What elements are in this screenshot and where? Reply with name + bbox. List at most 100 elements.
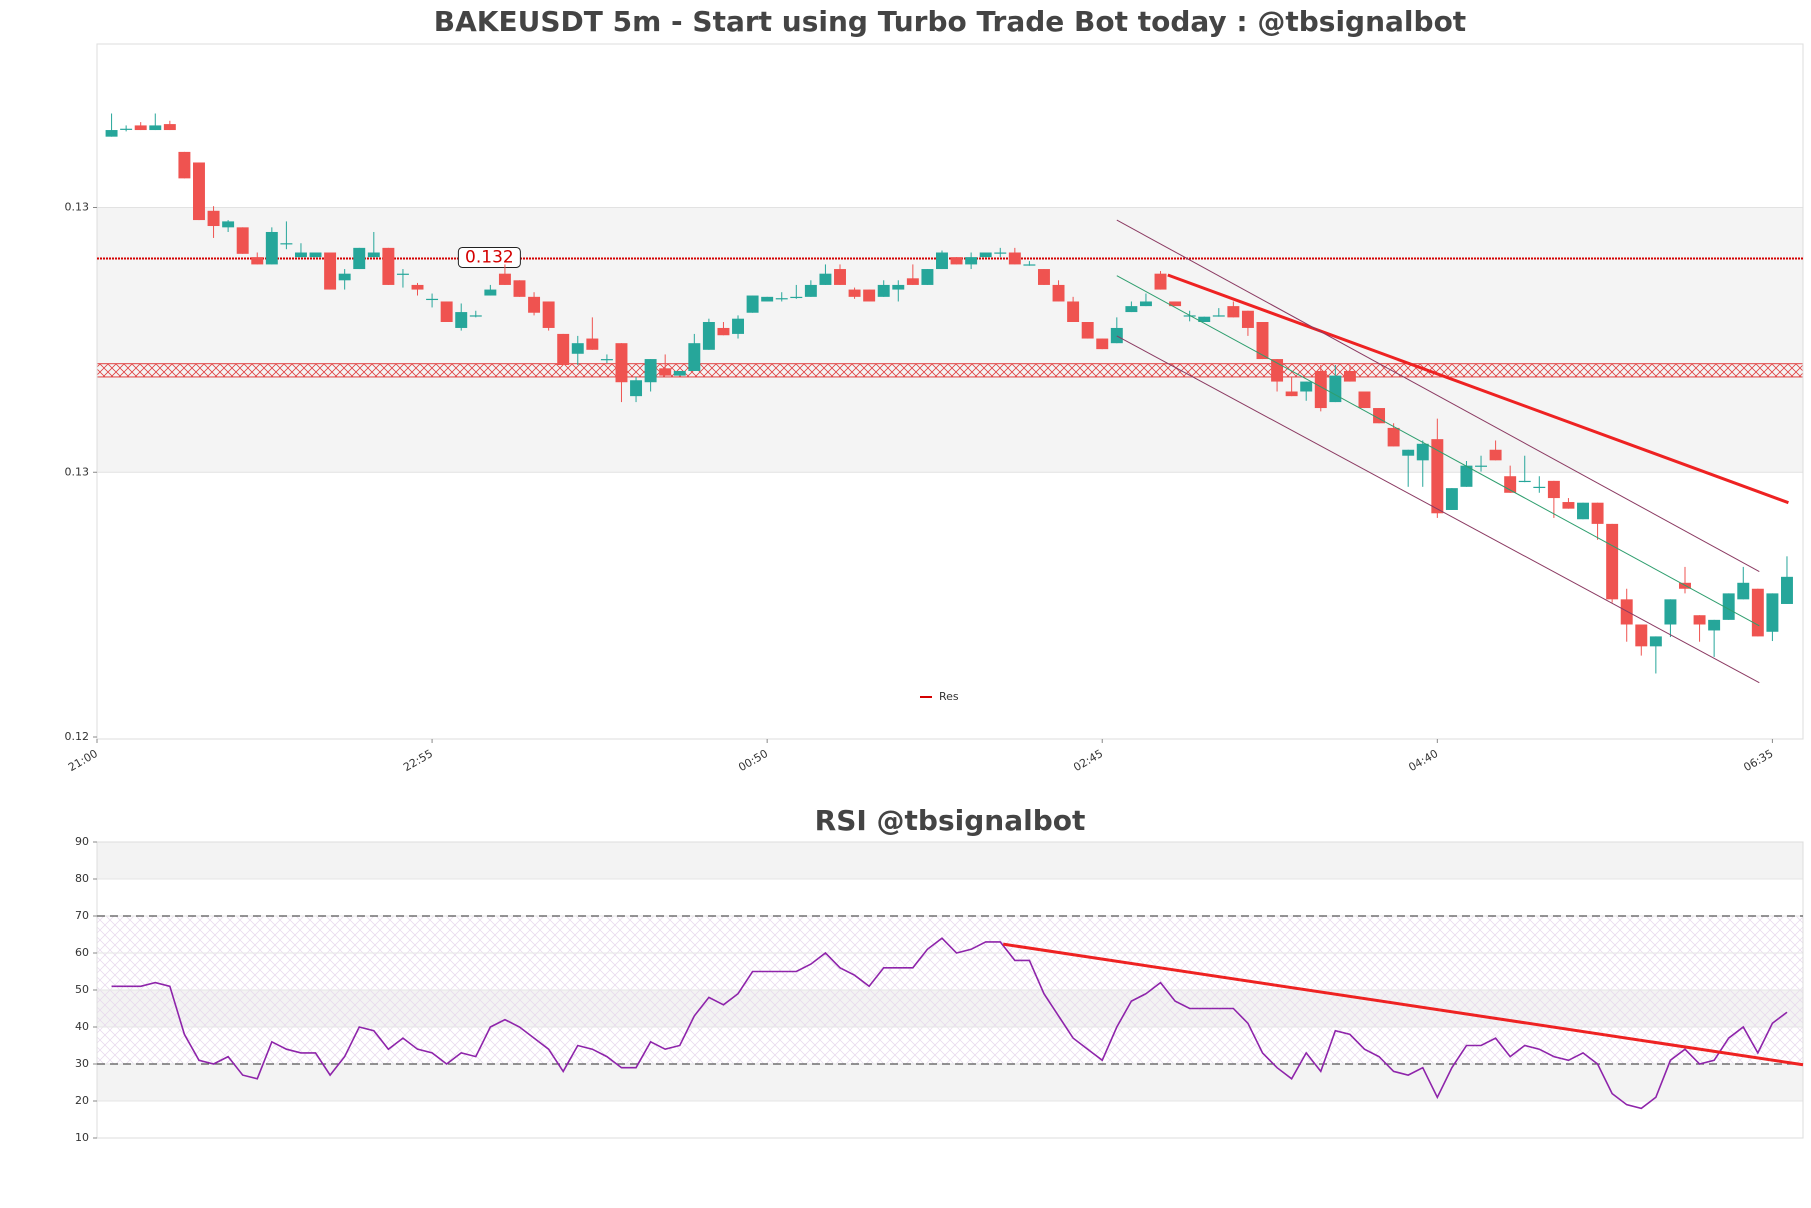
- candle-body: [1373, 408, 1386, 424]
- candle-body: [1737, 582, 1750, 600]
- candle-body: [1766, 593, 1779, 632]
- candle-body: [134, 125, 147, 131]
- candle-body: [1431, 439, 1444, 514]
- y-tick-label: 60: [75, 946, 89, 959]
- candle-body: [1664, 599, 1677, 625]
- candle-body: [1329, 375, 1342, 403]
- candle-body: [338, 273, 351, 281]
- candle-body: [790, 296, 803, 299]
- candle-body: [1387, 427, 1400, 447]
- trend-line: [1116, 275, 1760, 627]
- candle-body: [426, 298, 439, 301]
- candle-body: [1518, 480, 1531, 483]
- candle-body: [863, 289, 876, 302]
- candle-body: [848, 289, 861, 297]
- candle-body: [761, 296, 774, 302]
- candle-body: [1343, 370, 1356, 382]
- candle-body: [586, 338, 599, 350]
- candle-body: [1256, 322, 1269, 360]
- candle-body: [1751, 588, 1764, 637]
- candle-body: [513, 280, 526, 297]
- trend-line: [1116, 335, 1760, 684]
- candle-body: [1416, 443, 1429, 461]
- candle-body: [906, 278, 919, 285]
- candle-body: [1635, 624, 1648, 647]
- legend-label: Res: [939, 690, 959, 703]
- candle-body: [309, 252, 322, 258]
- candle-body: [615, 343, 628, 383]
- x-tick-label: 02:45: [1071, 747, 1105, 774]
- candle-body: [222, 221, 235, 228]
- candle-body: [1562, 502, 1575, 509]
- x-tick-label: 00:50: [736, 747, 770, 774]
- candle-body: [1169, 301, 1182, 307]
- trend-line: [1116, 219, 1760, 572]
- candle-body: [965, 257, 978, 265]
- candle-body: [1241, 310, 1254, 328]
- candle-body: [819, 273, 832, 285]
- y-tick-label: 80: [75, 872, 89, 885]
- candle-body: [1577, 502, 1589, 520]
- y-tick-label: 10: [75, 1131, 89, 1144]
- candle-body: [1125, 306, 1138, 313]
- candle-body: [193, 162, 205, 221]
- candle-body: [1693, 615, 1706, 625]
- y-tick-label: 90: [75, 835, 89, 848]
- candle-body: [1402, 449, 1415, 456]
- candle-body: [1198, 316, 1211, 322]
- y-tick-label: 40: [75, 1020, 89, 1033]
- candle-body: [280, 243, 293, 245]
- chart-title: BAKEUSDT 5m - Start using Turbo Trade Bo…: [434, 5, 1466, 38]
- candle-body: [1358, 391, 1371, 409]
- candle-body: [411, 284, 424, 290]
- candle-body: [105, 130, 118, 137]
- candle-body: [542, 301, 555, 328]
- shaded-band: [97, 842, 1803, 879]
- hatch-band: [96, 363, 1804, 378]
- candle-body: [1052, 284, 1065, 302]
- candle-body: [746, 295, 759, 313]
- candle-body: [1008, 252, 1021, 265]
- candle-body: [1037, 269, 1050, 285]
- candle-body: [528, 296, 541, 313]
- candle-body: [1183, 315, 1196, 317]
- candle-body: [1110, 327, 1123, 344]
- candle-body: [717, 327, 730, 336]
- candle-body: [149, 125, 162, 131]
- candle-body: [600, 359, 613, 361]
- candle-body: [1620, 599, 1633, 625]
- level-label-box: [457, 246, 521, 268]
- candle-body: [702, 322, 715, 350]
- candle-body: [1460, 465, 1473, 487]
- candle-body: [1489, 449, 1502, 461]
- candle-body: [498, 273, 511, 285]
- candle-body: [207, 210, 220, 227]
- candle-body: [877, 284, 890, 297]
- y-tick-label: 50: [75, 983, 89, 996]
- candle-body: [1314, 370, 1327, 409]
- candle-body: [994, 252, 1007, 254]
- candle-body: [1533, 486, 1546, 489]
- candle-body: [892, 284, 905, 290]
- x-tick-label: 06:35: [1741, 747, 1775, 774]
- trend-line: [1002, 942, 1804, 1067]
- candle-body: [804, 284, 817, 297]
- candle-body: [1606, 523, 1619, 600]
- candle-body: [484, 289, 497, 296]
- candle-body: [1722, 593, 1735, 620]
- candle-body: [1212, 315, 1225, 317]
- candle-body: [455, 312, 468, 328]
- candle-body: [353, 247, 366, 270]
- candle-body: [1708, 619, 1721, 631]
- x-tick-label: 22:55: [401, 747, 435, 774]
- x-tick-label: 04:40: [1406, 747, 1440, 774]
- candle-body: [659, 368, 672, 376]
- y-tick-label: 0.13: [65, 200, 90, 213]
- candle-body: [688, 343, 701, 371]
- candle-body: [1227, 306, 1240, 318]
- candle-body: [1781, 576, 1793, 604]
- plot-frame: [96, 43, 1804, 740]
- candle-body: [571, 343, 584, 354]
- candle-body: [1475, 465, 1488, 467]
